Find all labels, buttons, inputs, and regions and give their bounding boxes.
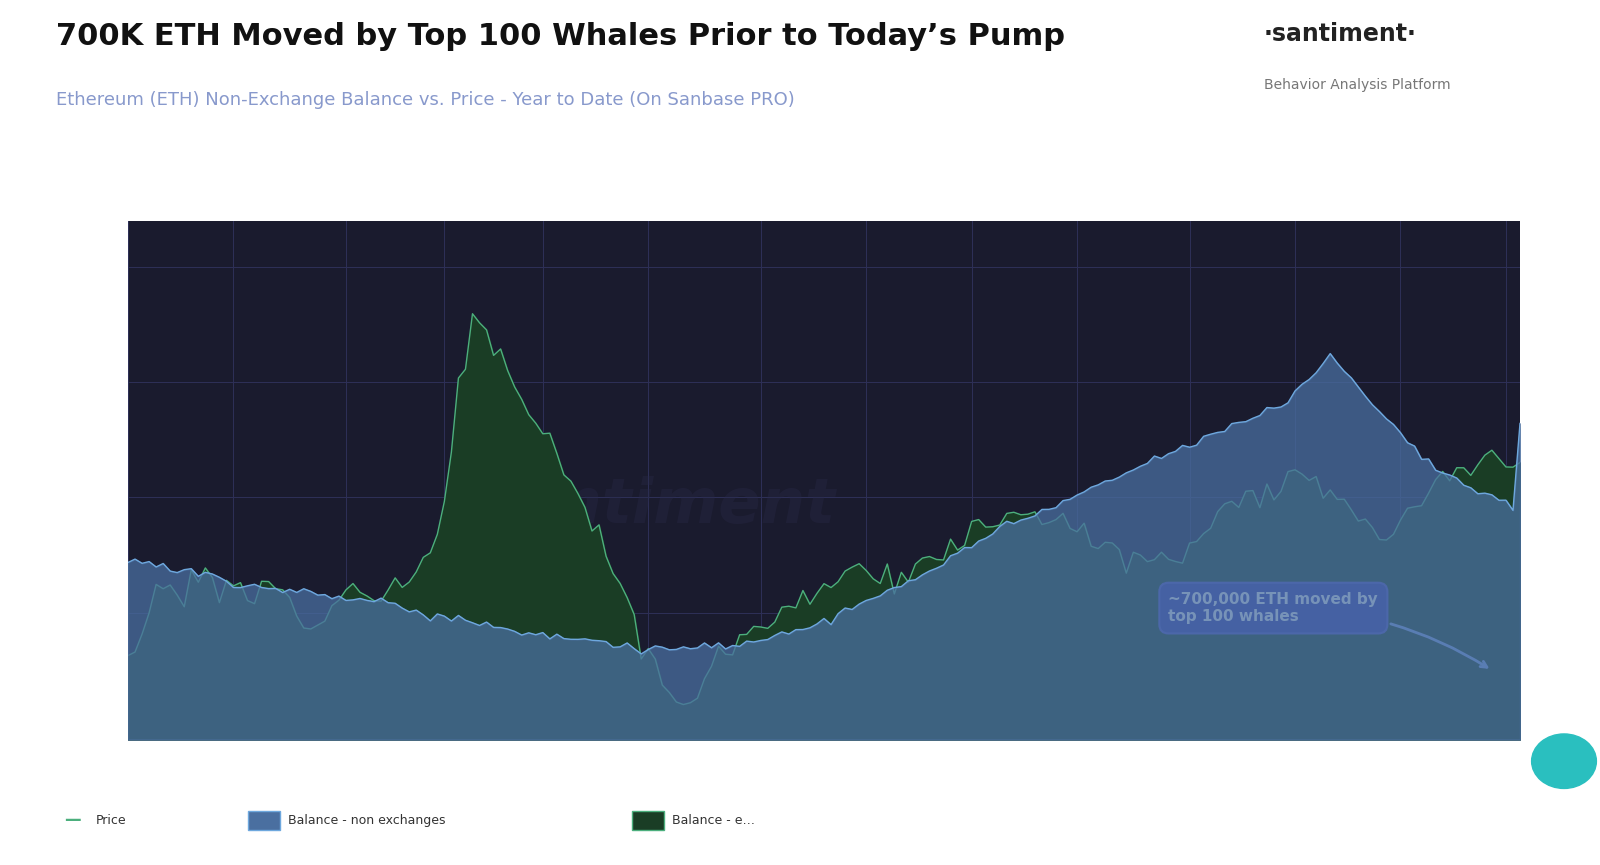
Text: ~700,000 ETH moved by
top 100 whales: ~700,000 ETH moved by top 100 whales bbox=[1168, 592, 1486, 667]
Text: —: — bbox=[64, 811, 80, 829]
Text: santiment: santiment bbox=[478, 476, 835, 536]
Text: Top Holders Balance (ETH_ethereum): Top Holders Balance (ETH_ethereum) bbox=[704, 204, 963, 218]
Circle shape bbox=[1531, 734, 1597, 789]
Text: Ethereum (ETH) Non-Exchange Balance vs. Price - Year to Date (On Sanbase PRO): Ethereum (ETH) Non-Exchange Balance vs. … bbox=[56, 91, 795, 109]
Text: ·santiment·: ·santiment· bbox=[1264, 22, 1418, 46]
Text: Price: Price bbox=[96, 813, 126, 827]
Text: Balance - non exchanges: Balance - non exchanges bbox=[288, 814, 445, 828]
Text: Balance - e…: Balance - e… bbox=[672, 814, 755, 828]
Text: Behavior Analysis Platform: Behavior Analysis Platform bbox=[1264, 78, 1451, 92]
Text: 700K ETH Moved by Top 100 Whales Prior to Today’s Pump: 700K ETH Moved by Top 100 Whales Prior t… bbox=[56, 22, 1066, 51]
